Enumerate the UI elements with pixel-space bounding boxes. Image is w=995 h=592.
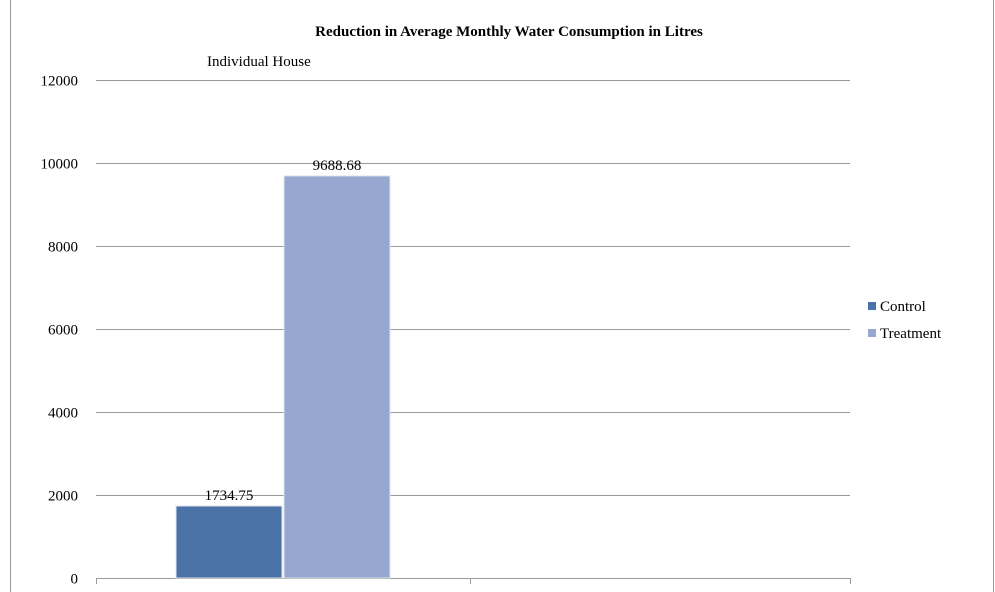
y-tick-label: 2000 [48,489,78,505]
legend-label-control: Control [880,299,926,315]
legend: Control Treatment [868,299,942,342]
chart-frame [10,0,994,592]
y-tick-label: 10000 [41,157,79,173]
bars: 1734.75 9688.68 [175,158,391,579]
data-label-control: 1734.75 [205,488,254,504]
legend-swatch-control [868,302,876,310]
gridlines [96,80,850,579]
legend-label-treatment: Treatment [880,326,942,342]
chart-title: Reduction in Average Monthly Water Consu… [315,24,703,40]
y-tick-label: 6000 [48,323,78,339]
data-label-treatment: 9688.68 [313,158,362,174]
y-tick-label: 8000 [48,240,78,256]
y-tick-label: 0 [71,572,79,588]
bar-control [175,505,283,579]
y-tick-label: 4000 [48,406,78,422]
chart-subtitle: Individual House [207,54,311,70]
y-axis: 0 2000 4000 6000 8000 10000 12000 [41,74,851,588]
bar-treatment [283,175,391,579]
y-tick-label: 12000 [41,74,79,90]
legend-swatch-treatment [868,329,876,337]
